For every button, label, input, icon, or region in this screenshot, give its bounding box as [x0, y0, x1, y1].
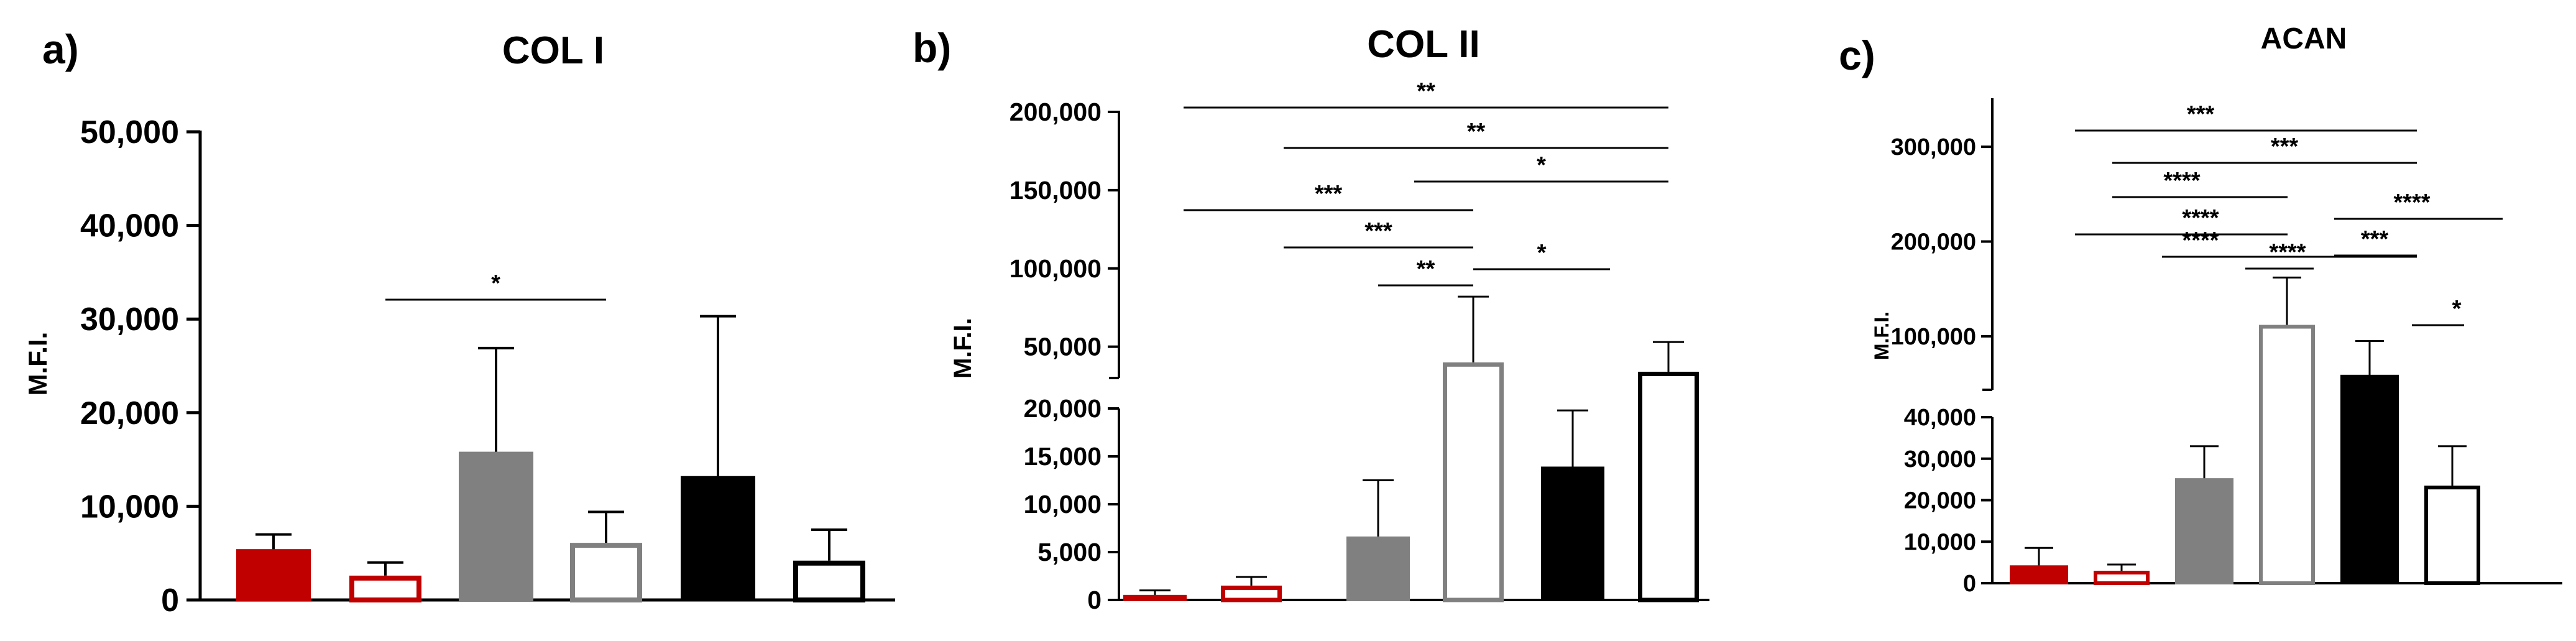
bar-1-5	[1638, 371, 1699, 602]
significance-label: ****	[2269, 239, 2306, 265]
y-tick-label: 20,000	[1024, 394, 1102, 423]
y-axis-label: M.F.I.	[23, 332, 52, 396]
significance-label: *	[2452, 296, 2462, 322]
y-tick-label: 5,000	[1037, 538, 1102, 566]
y-tick-label: 150,000	[1010, 176, 1102, 205]
bar-2-1	[2094, 570, 2150, 585]
y-axis-label: M.F.I.	[1870, 311, 1893, 360]
significance-label: **	[1467, 119, 1486, 145]
y-tick-label: 50,000	[1024, 333, 1102, 361]
y-tick-label: 0	[161, 583, 179, 619]
y-tick-label: 0	[1087, 586, 1102, 614]
significance-label: ***	[2361, 226, 2389, 252]
panel-label: c)	[1839, 32, 1875, 78]
y-axis-label: M.F.I.	[949, 318, 977, 379]
bar-2-0	[2010, 565, 2068, 584]
panel-label: a)	[42, 26, 79, 72]
significance-label: ****	[2182, 228, 2219, 254]
significance-label: ***	[1364, 218, 1392, 244]
bar-0-0	[236, 549, 311, 602]
significance-label: **	[1417, 78, 1435, 104]
significance-label: ****	[2163, 168, 2200, 194]
y-tick-label: 10,000	[1024, 490, 1102, 519]
bar-1-1	[1221, 585, 1282, 602]
y-tick-label: 30,000	[80, 302, 179, 338]
bar-0-4	[681, 476, 755, 601]
y-tick-label: 100,000	[1010, 254, 1102, 283]
bar-0-1	[349, 575, 421, 602]
bar-1-4	[1541, 466, 1604, 601]
y-tick-label: 40,000	[1904, 405, 1976, 431]
y-tick-label: 15,000	[1024, 442, 1102, 471]
significance-label: ***	[1315, 181, 1343, 207]
significance-label: *	[491, 270, 500, 297]
y-tick-label: 10,000	[1904, 529, 1976, 555]
significance-label: *	[1537, 152, 1546, 178]
y-tick-label: 10,000	[80, 489, 179, 525]
y-tick-label: 20,000	[1904, 488, 1976, 514]
bar-2-4	[2340, 374, 2399, 585]
y-tick-label: 200,000	[1010, 98, 1102, 126]
y-tick-label: 0	[1963, 571, 1976, 597]
bar-2-3	[2259, 325, 2315, 585]
significance-label: **	[1417, 256, 1435, 282]
chart-title: COL II	[1367, 23, 1479, 66]
significance-label: ****	[2182, 205, 2219, 231]
significance-label: ***	[2187, 101, 2215, 127]
y-tick-label: 300,000	[1891, 134, 1976, 160]
bar-0-5	[793, 560, 865, 602]
y-tick-label: 200,000	[1891, 229, 1976, 256]
y-tick-label: 50,000	[80, 114, 179, 150]
bar-2-5	[2424, 486, 2480, 586]
bar-1-0	[1123, 594, 1187, 602]
y-tick-label: 100,000	[1891, 324, 1976, 350]
bar-1-2	[1346, 536, 1410, 602]
significance-label: ****	[2393, 190, 2430, 216]
significance-label: *	[1537, 240, 1547, 266]
bar-0-2	[459, 451, 533, 601]
significance-label: ***	[2271, 134, 2299, 160]
y-tick-label: 30,000	[1904, 446, 1976, 473]
panel-label: b)	[913, 25, 951, 71]
chart-title: ACAN	[2261, 22, 2347, 55]
y-tick-label: 40,000	[80, 208, 179, 244]
bar-0-3	[570, 543, 642, 602]
bar-2-2	[2175, 478, 2233, 584]
chart-title: COL I	[502, 29, 604, 72]
y-tick-label: 20,000	[80, 395, 179, 431]
bar-1-3	[1443, 362, 1504, 602]
